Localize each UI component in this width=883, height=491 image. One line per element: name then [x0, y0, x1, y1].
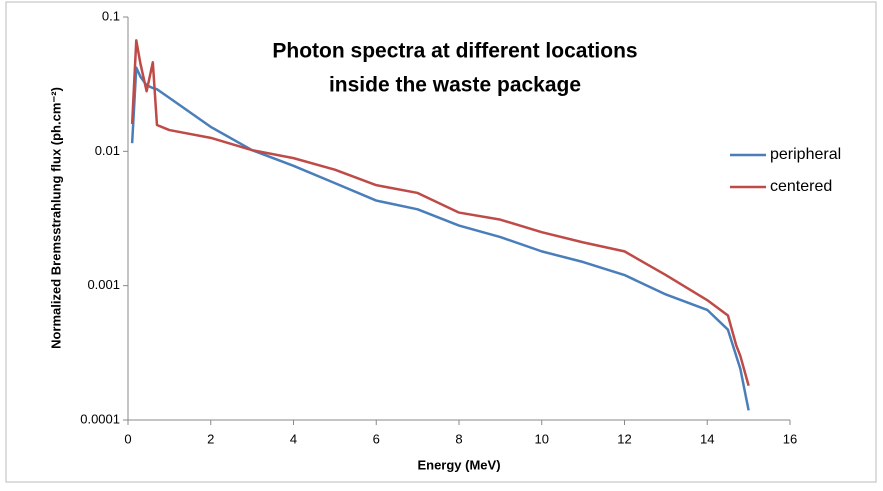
x-axis-label: Energy (MeV) [417, 457, 500, 472]
series-line [130, 39, 750, 387]
x-tick-label: 0 [124, 431, 131, 446]
y-tick-label: 0.1 [102, 8, 120, 23]
y-axis-label: Normalized Bremsstrahlung flux (ph.cm⁻²) [48, 87, 63, 349]
y-tick-label: 0.0001 [80, 411, 120, 426]
legend-label: peripheral [770, 146, 841, 163]
chart-title: Photon spectra at different locations [272, 40, 637, 63]
x-tick-label: 16 [783, 431, 797, 446]
x-tick-label: 2 [207, 431, 214, 446]
y-tick-label: 0.01 [95, 143, 120, 158]
x-tick-label: 10 [535, 431, 549, 446]
x-tick-label: 12 [617, 431, 631, 446]
x-tick-label: 14 [700, 431, 714, 446]
series-line [130, 66, 750, 411]
legend-label: centered [770, 178, 832, 195]
x-tick-label: 8 [455, 431, 462, 446]
x-tick-label: 6 [373, 431, 380, 446]
x-tick-label: 4 [290, 431, 297, 446]
chart-border [5, 1, 877, 483]
chart-title: inside the waste package [329, 74, 581, 97]
y-tick-label: 0.001 [87, 277, 120, 292]
